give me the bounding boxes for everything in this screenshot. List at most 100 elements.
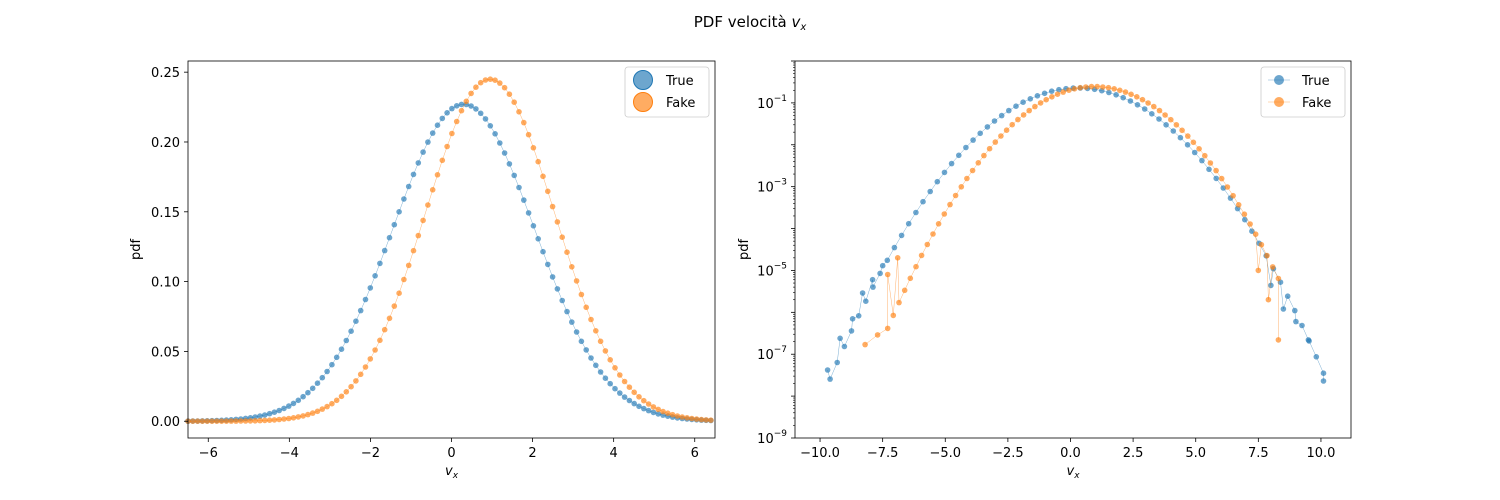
data-point bbox=[1247, 221, 1253, 227]
data-point bbox=[386, 234, 393, 241]
x-tick-label: 4 bbox=[610, 446, 618, 461]
data-point bbox=[1252, 231, 1259, 237]
data-point bbox=[324, 403, 330, 410]
data-point bbox=[1128, 91, 1134, 98]
data-point bbox=[1141, 106, 1148, 112]
data-point bbox=[1027, 96, 1034, 102]
legend-marker-true bbox=[1274, 75, 1284, 85]
legend-label-fake: Fake bbox=[666, 96, 695, 111]
data-point bbox=[295, 414, 302, 420]
data-point bbox=[1206, 166, 1212, 173]
axes-frame bbox=[794, 60, 1352, 439]
data-point bbox=[1083, 84, 1089, 90]
data-point bbox=[386, 315, 393, 322]
data-point bbox=[1224, 184, 1231, 190]
data-point bbox=[1313, 354, 1320, 360]
data-point bbox=[559, 234, 565, 240]
data-point bbox=[1235, 202, 1242, 208]
x-tick-label: 6 bbox=[691, 446, 699, 461]
data-point bbox=[877, 270, 883, 277]
data-point bbox=[348, 328, 354, 335]
data-point bbox=[420, 149, 426, 155]
data-point bbox=[238, 418, 244, 424]
data-point bbox=[401, 196, 407, 202]
data-point bbox=[482, 77, 489, 83]
data-point bbox=[449, 105, 455, 112]
data-point bbox=[1105, 84, 1112, 91]
data-point bbox=[473, 106, 479, 112]
data-point bbox=[970, 137, 976, 143]
data-point bbox=[477, 110, 484, 117]
data-point bbox=[703, 417, 709, 423]
data-point bbox=[1015, 116, 1021, 123]
data-point bbox=[1275, 337, 1282, 343]
data-point bbox=[645, 401, 652, 407]
data-point bbox=[827, 376, 833, 382]
data-point bbox=[602, 348, 609, 354]
data-point bbox=[862, 341, 868, 348]
data-point bbox=[674, 413, 681, 419]
data-point bbox=[372, 273, 378, 279]
data-point bbox=[564, 308, 570, 315]
data-point bbox=[525, 131, 532, 138]
data-point bbox=[991, 118, 998, 124]
data-point bbox=[348, 383, 354, 390]
data-point bbox=[194, 418, 201, 425]
data-point bbox=[998, 112, 1005, 119]
legend-label-fake: Fake bbox=[1302, 96, 1331, 111]
data-point bbox=[525, 210, 532, 216]
data-point bbox=[578, 338, 585, 345]
data-point bbox=[894, 254, 901, 261]
x-tick-label: −5.0 bbox=[929, 446, 961, 461]
data-point bbox=[262, 412, 268, 418]
data-point bbox=[1088, 83, 1095, 90]
data-point bbox=[1134, 102, 1141, 108]
data-point bbox=[1037, 100, 1044, 106]
legend-marker-fake bbox=[1274, 97, 1284, 107]
data-point bbox=[1111, 86, 1117, 92]
data-point bbox=[1199, 157, 1205, 164]
data-point bbox=[1292, 307, 1298, 314]
data-point bbox=[281, 416, 287, 422]
data-point bbox=[501, 150, 508, 156]
data-point bbox=[935, 221, 942, 227]
data-point bbox=[209, 418, 215, 425]
data-point bbox=[405, 262, 412, 269]
left-panel-linear: −6 −4 −2 0 2 4 6 0.00 0.05 0.10 0.15 0.20 0.25 vx pdf T… bbox=[129, 60, 716, 481]
data-point bbox=[1173, 122, 1180, 128]
data-point bbox=[884, 271, 891, 278]
data-point bbox=[434, 172, 441, 178]
x-tick-label: 7.5 bbox=[1248, 446, 1269, 461]
data-point bbox=[257, 413, 263, 419]
data-point bbox=[896, 299, 902, 306]
data-point bbox=[650, 404, 657, 410]
x-tick-label: −2.5 bbox=[992, 446, 1024, 461]
series-true bbox=[185, 101, 714, 424]
data-point bbox=[952, 192, 959, 199]
data-point bbox=[1094, 83, 1100, 90]
data-point bbox=[593, 328, 599, 334]
data-point bbox=[1048, 88, 1055, 94]
data-point bbox=[626, 384, 633, 391]
data-point bbox=[863, 298, 869, 305]
data-point bbox=[333, 354, 340, 361]
data-point bbox=[1100, 84, 1106, 90]
data-point bbox=[549, 274, 556, 280]
data-point bbox=[357, 307, 364, 314]
data-point bbox=[396, 290, 402, 297]
data-point bbox=[1184, 142, 1191, 148]
data-point bbox=[242, 418, 249, 424]
data-point bbox=[381, 326, 388, 333]
x-axis-label: vx bbox=[445, 464, 459, 481]
data-point bbox=[506, 91, 513, 97]
data-point bbox=[281, 405, 287, 412]
data-point bbox=[1163, 122, 1169, 128]
data-point bbox=[1071, 86, 1078, 92]
data-point bbox=[477, 79, 484, 86]
data-point bbox=[607, 357, 613, 363]
data-point bbox=[1060, 89, 1066, 95]
data-point bbox=[372, 347, 378, 353]
data-point bbox=[1117, 87, 1123, 94]
data-point bbox=[1177, 134, 1184, 141]
